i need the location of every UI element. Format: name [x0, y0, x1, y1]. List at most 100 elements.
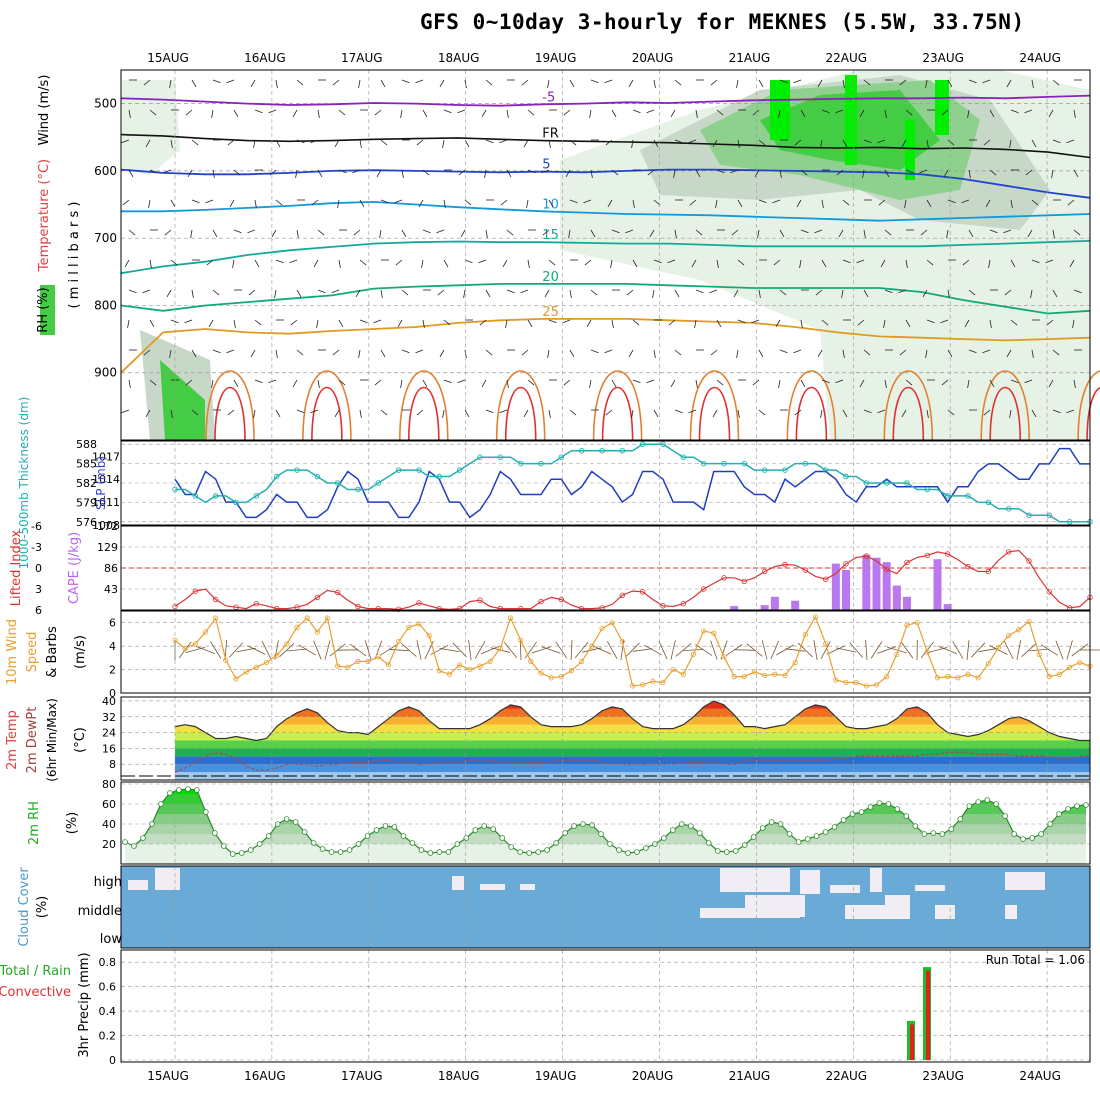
wind-barb [716, 379, 724, 386]
cloud-patch [720, 868, 790, 892]
wind-barb [229, 199, 235, 208]
wind-barb [401, 349, 410, 354]
wind10m-barb [592, 645, 612, 655]
wind-barb [233, 229, 242, 234]
wind-barb [1031, 409, 1037, 418]
wind-point [975, 675, 981, 681]
cape-tick: 172 [97, 520, 118, 533]
wind-barb [968, 229, 974, 238]
wind10m-barb [416, 640, 422, 660]
wind-barb [674, 229, 677, 238]
wind-barb [547, 79, 550, 88]
wind-barb [758, 79, 764, 88]
surface-temp-contour [399, 370, 449, 441]
wind-barb [562, 319, 571, 324]
wind-barb [1052, 229, 1055, 238]
wind-barb [841, 289, 844, 298]
wind-barb [947, 289, 950, 298]
wind-barb [877, 409, 886, 414]
wind-point [619, 638, 625, 645]
rh-tick: 80 [102, 778, 116, 791]
wind-point [995, 644, 1002, 650]
wind-barb [128, 379, 131, 388]
wind-barb [817, 349, 823, 358]
wind10m-unit: (m/s) [73, 635, 88, 669]
slp-tick: 1011 [92, 496, 120, 509]
wind-barb [145, 409, 151, 418]
wind-barb [695, 289, 704, 294]
wind-barb [334, 139, 340, 148]
lifted-point [314, 594, 321, 601]
thickness-point [700, 460, 707, 467]
wind-barb [863, 139, 872, 144]
wind-point [863, 683, 869, 689]
wind-barb [353, 229, 361, 236]
rh2m-point [391, 824, 398, 830]
wind-barb [632, 319, 640, 326]
wind-barb [542, 229, 550, 236]
rh2m-point [634, 849, 640, 855]
wind-axis-label: Wind (m/s) [37, 75, 52, 146]
rh2m-point [571, 823, 577, 829]
surface-temp-contour [980, 370, 1030, 441]
surface-temp-contour [689, 370, 740, 441]
wind-barb [752, 109, 760, 116]
wind-barb [275, 139, 281, 148]
wind-barb [338, 379, 346, 386]
rh2m-point [1038, 831, 1044, 837]
wind-barb [799, 259, 802, 268]
wind-barb [275, 79, 278, 88]
thickness-tick: 588 [76, 438, 97, 451]
wind-point [945, 673, 951, 680]
rh2m-point [140, 835, 146, 841]
wind10m-barb [1029, 648, 1050, 652]
rh2m-point [463, 835, 470, 841]
wind-barb [947, 199, 956, 204]
wind-barb [947, 409, 955, 416]
wind-barb [667, 259, 676, 264]
rh2m-point [670, 827, 676, 833]
wind-point [294, 624, 300, 631]
wind10m-barb [710, 640, 718, 660]
cape-bar [903, 596, 911, 610]
rh2m-point [292, 819, 299, 825]
thickness-point [1066, 519, 1073, 525]
wind10m-barb [683, 649, 704, 651]
cloud-patch [480, 884, 505, 890]
rh2m-point [229, 851, 236, 857]
wind-point [528, 658, 534, 664]
wind-barb [422, 169, 430, 176]
wind-barb [1006, 79, 1012, 88]
wind-barb [569, 79, 575, 88]
wind10m-label-c: & Barbs [45, 626, 60, 678]
precip-tick: 0 [109, 1054, 116, 1067]
wind-barb [184, 319, 193, 324]
wind-barb [694, 319, 697, 328]
wind-barb [145, 139, 151, 148]
wind-barb [226, 79, 235, 84]
surface-temp-contour [205, 370, 255, 441]
precip-conv-bar [910, 1024, 914, 1060]
wind-barb [926, 199, 932, 208]
wind-barb [422, 109, 428, 118]
rh2m-point [723, 849, 730, 855]
wind-barb [989, 379, 995, 388]
rh2m-point [831, 824, 838, 830]
wind-barb [1030, 289, 1033, 298]
temp-band [175, 764, 1090, 773]
wind-point [589, 643, 595, 649]
wind-barb [569, 139, 577, 146]
wind-barb [485, 229, 488, 238]
wind-barb [695, 379, 698, 388]
wind-barb [842, 139, 848, 148]
wind-point [721, 654, 727, 660]
wind-point [640, 682, 646, 688]
wind-barb [460, 229, 466, 238]
wind-barb [967, 109, 970, 118]
wind-barb [275, 409, 281, 418]
wind-point [406, 624, 412, 631]
wind-barb [422, 319, 425, 328]
temp-tick: 16 [102, 742, 116, 755]
surface-temp-contour [883, 370, 934, 441]
wind-barb [670, 379, 676, 388]
